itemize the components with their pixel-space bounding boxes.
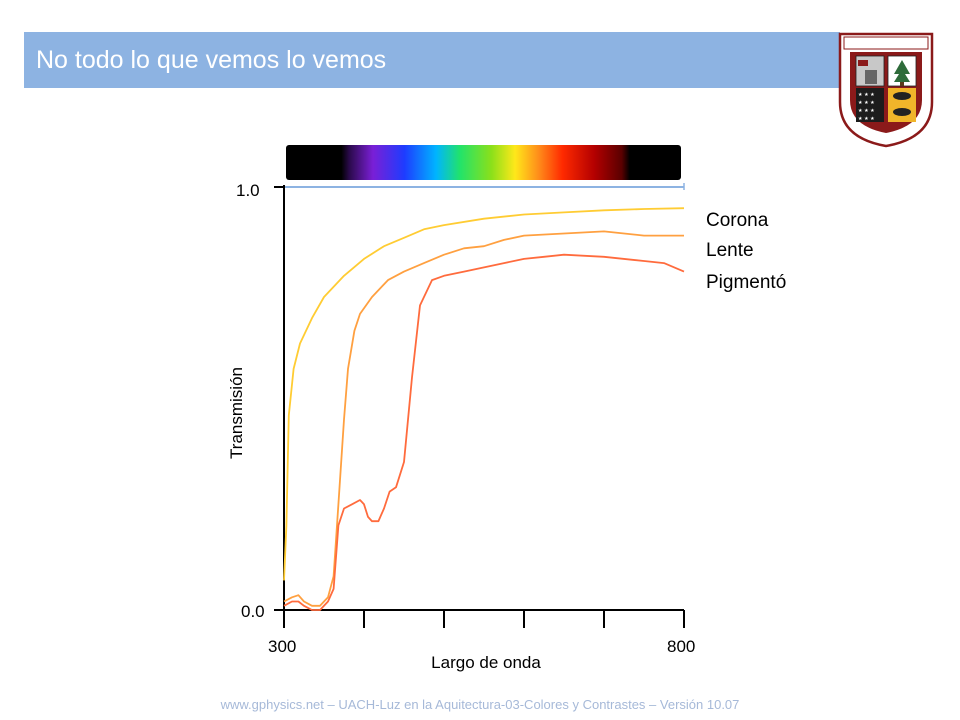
title-bar: No todo lo que vemos lo vemos (24, 32, 840, 88)
series-lente-line (283, 230, 684, 607)
spectrum-bar (286, 145, 681, 180)
legend-label-corona: Corona (706, 210, 769, 231)
svg-text:★ ★ ★: ★ ★ ★ (858, 116, 875, 122)
legend-label-lente: Lente (706, 240, 754, 261)
x-tick-label-right: 800 (667, 637, 695, 656)
svg-text:★ ★ ★: ★ ★ ★ (858, 100, 875, 106)
y-tick-label-bottom: 0.0 (241, 602, 265, 621)
footer-text: www.gphysics.net – UACH-Luz en la Aquite… (220, 697, 740, 712)
svg-text:★ ★ ★: ★ ★ ★ (858, 108, 875, 114)
series-corona-line (283, 207, 685, 581)
x-axis-label: Largo de onda (431, 653, 541, 672)
y-axis-label: Transmisión (227, 367, 246, 459)
footer: www.gphysics.net – UACH-Luz en la Aquite… (0, 697, 960, 712)
legend-label-pigmento: Pigmentó (706, 272, 786, 293)
y-tick-label-top: 1.0 (236, 181, 260, 200)
slide-title: No todo lo que vemos lo vemos (36, 46, 387, 74)
university-crest-logo: ★ ★ ★ ★ ★ ★ ★ ★ ★ ★ ★ ★ (838, 32, 934, 148)
series-pigmento-line (283, 253, 685, 611)
svg-text:★ ★ ★: ★ ★ ★ (858, 92, 875, 98)
x-tick-label-left: 300 (268, 637, 296, 656)
